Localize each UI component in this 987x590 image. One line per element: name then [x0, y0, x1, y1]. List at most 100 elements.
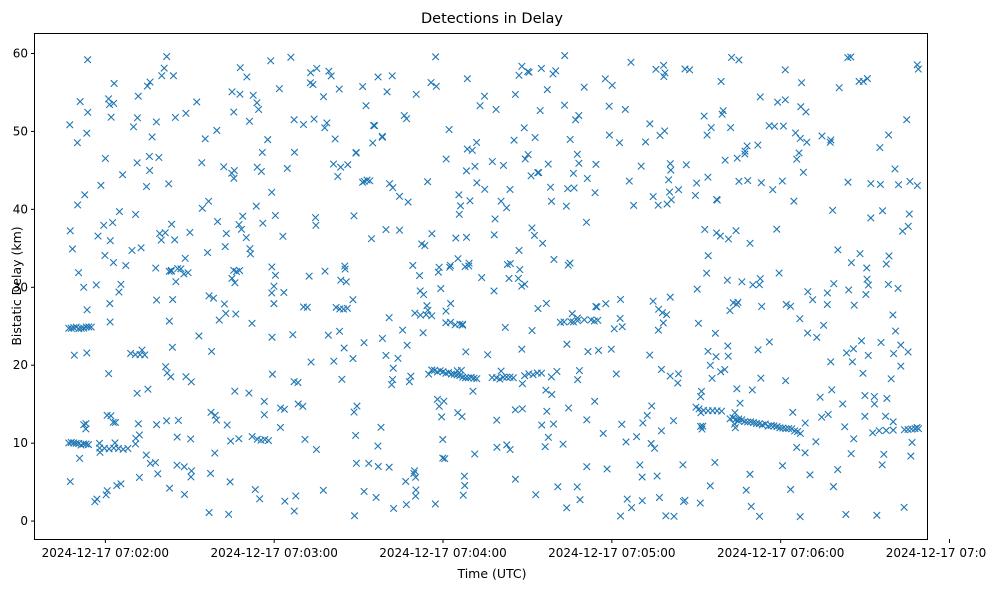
data-point [616, 295, 625, 304]
data-point [462, 233, 471, 242]
data-point [665, 188, 674, 196]
data-point [439, 435, 447, 444]
data-point [74, 268, 83, 277]
data-point [167, 267, 175, 275]
data-point [283, 164, 292, 173]
data-point [91, 497, 99, 506]
data-point [203, 248, 212, 257]
data-point [511, 406, 520, 414]
data-point [564, 261, 572, 269]
track-point [411, 309, 419, 317]
data-point [501, 323, 509, 332]
data-point [652, 65, 660, 74]
data-point [632, 433, 641, 441]
data-point [847, 258, 856, 267]
track-point [790, 427, 799, 435]
data-point [109, 99, 118, 108]
data-point [660, 72, 668, 81]
data-point [294, 400, 302, 408]
data-point [360, 338, 368, 347]
data-point [701, 225, 709, 234]
data-point [440, 397, 448, 405]
data-point [506, 185, 514, 194]
data-point [260, 397, 268, 406]
track-point [264, 436, 273, 445]
data-point [547, 373, 556, 381]
data-point [582, 218, 591, 226]
data-point [571, 116, 580, 124]
data-point [195, 332, 203, 340]
data-point [769, 186, 777, 194]
data-point [377, 423, 385, 432]
data-point [782, 300, 790, 309]
data-point [306, 69, 315, 77]
data-point [560, 101, 569, 109]
data-point [542, 386, 550, 394]
data-point [437, 413, 446, 421]
data-point [732, 226, 740, 235]
data-point [398, 326, 407, 334]
data-point [437, 284, 445, 293]
data-point [859, 369, 867, 377]
data-point [834, 465, 842, 474]
data-point [880, 450, 888, 458]
data-point [303, 303, 312, 311]
data-point [863, 275, 871, 283]
data-point [137, 244, 145, 252]
data-point [106, 299, 114, 308]
data-point [712, 229, 721, 237]
data-point [905, 210, 913, 218]
data-point [666, 293, 674, 301]
data-point [173, 461, 181, 469]
track-point [72, 439, 80, 448]
track-point [767, 421, 775, 430]
data-point [268, 333, 276, 341]
data-point [228, 169, 236, 177]
data-point [773, 225, 781, 233]
data-point [133, 389, 141, 398]
track-point [453, 371, 461, 379]
data-point [491, 215, 499, 223]
data-point [186, 435, 195, 443]
data-point [791, 129, 800, 137]
data-point [828, 206, 837, 214]
data-point [779, 122, 788, 130]
data-point [816, 393, 824, 401]
data-point [549, 420, 558, 428]
data-point [543, 407, 551, 416]
track-point [889, 426, 897, 434]
data-point [618, 420, 626, 429]
data-point [490, 287, 498, 295]
data-point [605, 102, 613, 110]
data-point [411, 492, 420, 500]
data-point [711, 329, 720, 337]
data-point [321, 124, 329, 132]
data-point [559, 440, 567, 448]
data-point [877, 338, 885, 347]
data-point [682, 161, 691, 169]
data-point [359, 82, 367, 91]
track-point [141, 351, 149, 359]
x-tick-label-3: 2024-12-17 07:05:00 [548, 546, 675, 560]
data-point [904, 222, 912, 230]
data-point [94, 232, 102, 240]
data-point [174, 416, 183, 425]
data-point [395, 226, 404, 234]
data-point [662, 310, 671, 319]
data-point [83, 306, 91, 314]
track-point [793, 427, 802, 436]
data-point [891, 327, 900, 335]
x-tick-label-2: 2024-12-17 07:04:00 [379, 546, 506, 560]
data-point [400, 111, 408, 120]
data-point [258, 148, 266, 157]
data-point [212, 416, 221, 424]
track-point [446, 318, 455, 327]
data-point [184, 269, 192, 277]
data-point [268, 263, 276, 271]
data-point [409, 261, 417, 270]
data-point [812, 438, 820, 446]
data-point [602, 299, 610, 308]
data-point [506, 259, 515, 268]
data-point [248, 319, 256, 328]
data-point [889, 311, 897, 319]
